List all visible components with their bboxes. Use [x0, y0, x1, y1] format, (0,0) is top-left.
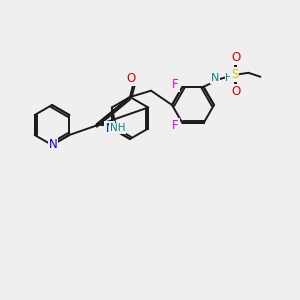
- Text: N: N: [211, 73, 220, 83]
- Text: F: F: [172, 119, 179, 132]
- Text: O: O: [231, 85, 240, 98]
- Text: H: H: [226, 73, 233, 83]
- Text: S: S: [231, 68, 238, 81]
- Text: NH: NH: [110, 123, 126, 134]
- Text: N: N: [105, 122, 114, 135]
- Text: N: N: [49, 139, 57, 152]
- Text: F: F: [172, 78, 179, 91]
- Text: O: O: [231, 51, 240, 64]
- Text: O: O: [126, 73, 136, 85]
